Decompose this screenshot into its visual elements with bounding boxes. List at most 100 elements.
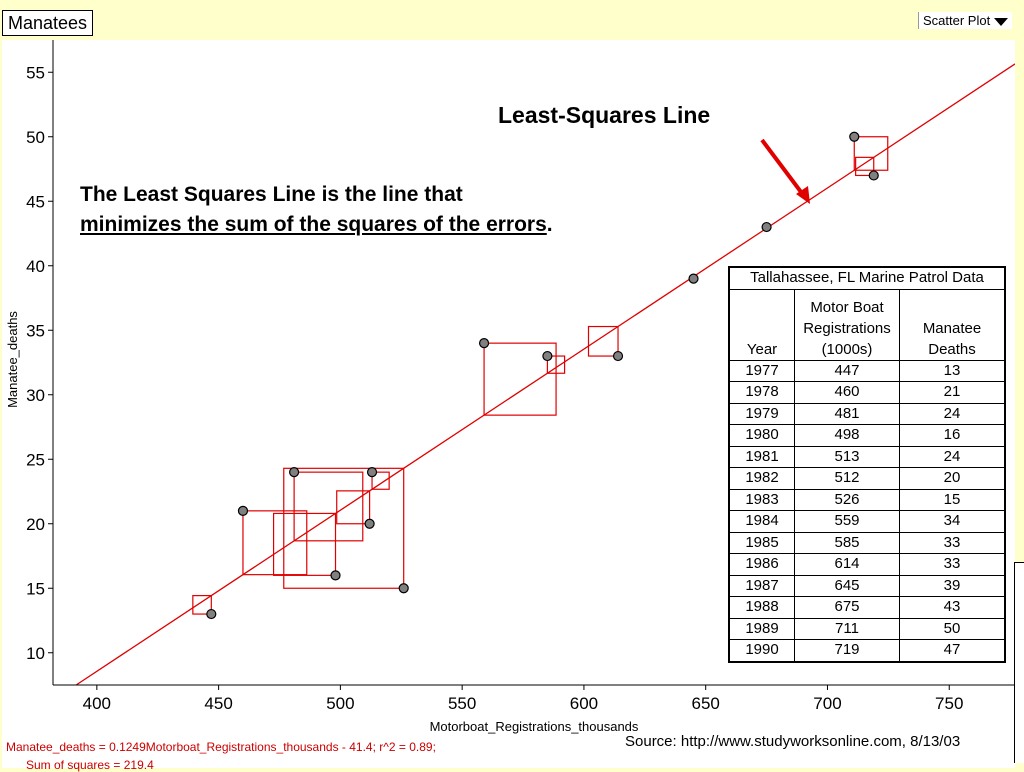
table-cell-deaths: 50 [899, 617, 1006, 640]
data-point [398, 583, 409, 594]
x-axis-label: Motorboat_Registrations_thousands [430, 719, 639, 734]
x-tick-label: 400 [83, 694, 111, 713]
table-header-year: Year [728, 288, 795, 361]
residual-square [293, 471, 364, 542]
table-row: 1981 513 24 [728, 445, 1006, 468]
x-tick-label: 550 [448, 694, 476, 713]
table-cell-registrations: 645 [794, 574, 900, 597]
table-row: 1990 719 47 [728, 639, 1006, 662]
data-point [849, 131, 860, 142]
residual-square [283, 467, 405, 589]
y-axis-label: Manatee_deaths [5, 311, 20, 408]
table-cell-deaths: 34 [899, 510, 1006, 533]
table-cell-deaths: 24 [899, 445, 1006, 468]
residual-square [272, 512, 337, 576]
table-cell-deaths: 47 [899, 639, 1006, 662]
y-tick-label: 30 [26, 386, 45, 405]
table-cell-registrations: 559 [794, 510, 900, 533]
regression-equation: Manatee_deaths = 0.1249Motorboat_Registr… [6, 740, 436, 754]
table-cell-year: 1983 [728, 488, 795, 511]
residual-square [587, 325, 619, 357]
data-point [330, 570, 341, 581]
table-cell-year: 1990 [728, 639, 795, 662]
data-point [206, 608, 217, 620]
table-header-registrations: Motor Boat Registrations (1000s) [794, 288, 900, 361]
residual-square [242, 510, 308, 576]
y-tick-label: 35 [26, 321, 45, 340]
data-point [237, 505, 249, 516]
pointer-arrow-shaft [760, 138, 806, 198]
x-tick-label: 700 [813, 694, 841, 713]
data-point [478, 338, 490, 349]
residual-square [336, 490, 371, 525]
document-title[interactable]: Manatees [2, 10, 94, 36]
table-cell-deaths: 15 [899, 488, 1006, 511]
table-cell-year: 1979 [728, 402, 795, 425]
table-cell-deaths: 16 [899, 424, 1006, 447]
table-cell-year: 1978 [728, 381, 795, 404]
table-cell-registrations: 585 [794, 531, 900, 554]
data-point [366, 467, 378, 478]
table-cell-year: 1984 [728, 510, 795, 533]
table-cell-registrations: 526 [794, 488, 900, 511]
x-tick-label: 600 [570, 694, 598, 713]
table-row: 1980 498 16 [728, 424, 1006, 447]
table-cell-registrations: 481 [794, 402, 900, 425]
table-row: 1987 645 39 [728, 574, 1006, 597]
plot-type-label: Scatter Plot [923, 13, 991, 28]
explanation-note: The Least Squares Line is the line that … [80, 180, 553, 240]
chevron-down-icon [994, 17, 1009, 26]
table-cell-deaths: 20 [899, 467, 1006, 490]
table-cell-registrations: 498 [794, 424, 900, 447]
note-line-2: minimizes the sum of the squares of the … [80, 210, 553, 240]
table-cell-deaths: 43 [899, 596, 1006, 619]
pointer-arrow-head [796, 186, 810, 204]
window-edge [1015, 0, 1024, 768]
table-row: 1982 512 20 [728, 467, 1006, 490]
table-cell-registrations: 614 [794, 553, 900, 576]
data-point [289, 467, 300, 478]
sum-of-squares: Sum of squares = 219.4 [26, 758, 154, 772]
table-cell-year: 1986 [728, 553, 795, 576]
x-tick-label: 750 [935, 694, 963, 713]
table-cell-registrations: 711 [794, 617, 900, 640]
table-caption: Tallahassee, FL Marine Patrol Data [728, 266, 1006, 290]
note-period: . [546, 213, 553, 236]
table-cell-year: 1987 [728, 574, 795, 597]
table-cell-year: 1982 [728, 467, 795, 490]
note-line-1: The Least Squares Line is the line that [80, 183, 463, 206]
y-tick-label: 10 [26, 644, 45, 663]
y-tick-label: 45 [26, 192, 45, 211]
data-point [612, 350, 624, 362]
least-squares-line [75, 63, 1016, 686]
table-header-deaths: Manatee Deaths [899, 288, 1006, 361]
table-cell-year: 1980 [728, 424, 795, 447]
table-row: 1979 481 24 [728, 402, 1006, 425]
least-squares-label: Least-Squares Line [498, 102, 711, 128]
residual-square [855, 156, 875, 177]
table-row: 1986 614 33 [728, 553, 1006, 576]
source-citation: Source: http://www.studyworksonline.com,… [625, 733, 961, 750]
table-cell-deaths: 24 [899, 402, 1006, 425]
residual-square [853, 136, 889, 171]
x-tick-label: 450 [204, 694, 232, 713]
table-cell-year: 1981 [728, 445, 795, 468]
x-tick-label: 650 [692, 694, 720, 713]
table-cell-registrations: 460 [794, 381, 900, 404]
table-cell-deaths: 33 [899, 531, 1006, 554]
table-row: 1989 711 50 [728, 617, 1006, 640]
residual-square [192, 594, 212, 615]
y-tick-label: 15 [26, 579, 45, 598]
data-point [761, 221, 772, 233]
residual-square [483, 342, 557, 416]
side-panel-edge [1014, 562, 1024, 763]
note-underlined: minimizes the sum of the squares of the … [80, 213, 547, 236]
plot-type-dropdown[interactable]: Scatter Plot [918, 12, 1013, 29]
table-cell-registrations: 513 [794, 445, 900, 468]
table-cell-registrations: 447 [794, 359, 900, 382]
data-point [364, 518, 375, 529]
data-point [868, 170, 879, 181]
table-cell-registrations: 512 [794, 467, 900, 490]
data-table: Tallahassee, FL Marine Patrol Data Year … [728, 266, 1006, 663]
y-tick-label: 25 [26, 450, 45, 469]
